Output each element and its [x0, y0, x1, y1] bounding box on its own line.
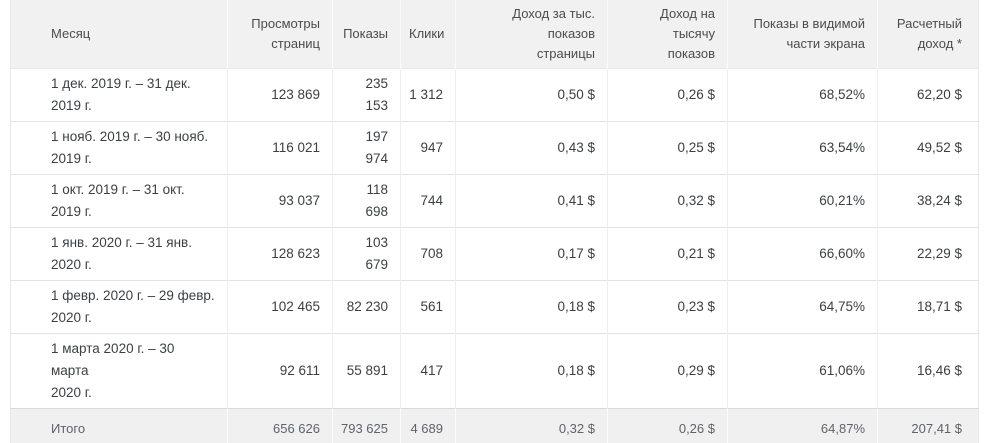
table-footer: Итого 656 626 793 625 4 689 0,32 $ 0,26 … [10, 408, 979, 443]
cell-impressions: 118 698 [332, 174, 401, 228]
table-row: 1 янв. 2020 г. – 31 янв. 2020 г. 128 623… [10, 227, 979, 281]
cell-month: 1 янв. 2020 г. – 31 янв. 2020 г. [10, 227, 228, 281]
header-row: Месяц Просмотры страниц Показы Клики Дох… [10, 0, 979, 69]
cell-month: 1 дек. 2019 г. – 31 дек. 2019 г. [10, 68, 228, 122]
cell-page-rpm: 0,41 $ [455, 174, 608, 228]
cell-estimated-earnings: 49,52 $ [877, 121, 979, 175]
cell-page-rpm: 0,50 $ [455, 68, 608, 122]
column-header-estimated-earnings[interactable]: Расчетный доход * [877, 0, 979, 69]
cell-clicks: 1 312 [400, 68, 456, 122]
table-row: 1 марта 2020 г. – 30 марта 2020 г. 92 61… [10, 333, 979, 409]
cell-clicks: 417 [400, 333, 456, 409]
cell-impression-rpm: 0,29 $ [607, 333, 728, 409]
column-header-month[interactable]: Месяц [10, 0, 228, 69]
report-table: Месяц Просмотры страниц Показы Клики Дох… [10, 0, 979, 443]
cell-month: 1 окт. 2019 г. – 31 окт. 2019 г. [10, 174, 228, 228]
column-header-page-rpm[interactable]: Доход за тыс. показов страницы [455, 0, 608, 69]
column-header-viewability[interactable]: Показы в видимой части экрана [727, 0, 878, 69]
table-row: 1 окт. 2019 г. – 31 окт. 2019 г. 93 037 … [10, 174, 979, 228]
cell-page-views: 116 021 [227, 121, 333, 175]
cell-impressions: 55 891 [332, 333, 401, 409]
cell-impression-rpm: 0,25 $ [607, 121, 728, 175]
cell-estimated-earnings: 18,71 $ [877, 280, 979, 334]
totals-row: Итого 656 626 793 625 4 689 0,32 $ 0,26 … [10, 408, 979, 443]
totals-page-views: 656 626 [227, 408, 333, 443]
cell-impression-rpm: 0,26 $ [607, 68, 728, 122]
cell-viewability: 60,21% [727, 174, 878, 228]
cell-viewability: 66,60% [727, 227, 878, 281]
table-row: 1 февр. 2020 г. – 29 февр. 2020 г. 102 4… [10, 280, 979, 334]
cell-viewability: 63,54% [727, 121, 878, 175]
cell-impressions: 235 153 [332, 68, 401, 122]
cell-page-rpm: 0,17 $ [455, 227, 608, 281]
table-row: 1 дек. 2019 г. – 31 дек. 2019 г. 123 869… [10, 68, 979, 122]
cell-clicks: 708 [400, 227, 456, 281]
cell-impression-rpm: 0,32 $ [607, 174, 728, 228]
cell-impressions: 103 679 [332, 227, 401, 281]
cell-page-views: 123 869 [227, 68, 333, 122]
cell-page-views: 92 611 [227, 333, 333, 409]
cell-estimated-earnings: 22,29 $ [877, 227, 979, 281]
cell-page-views: 93 037 [227, 174, 333, 228]
cell-viewability: 68,52% [727, 68, 878, 122]
cell-page-rpm: 0,18 $ [455, 333, 608, 409]
totals-estimated-earnings: 207,41 $ [877, 408, 979, 443]
cell-clicks: 561 [400, 280, 456, 334]
cell-estimated-earnings: 16,46 $ [877, 333, 979, 409]
cell-clicks: 947 [400, 121, 456, 175]
column-header-clicks[interactable]: Клики [400, 0, 456, 69]
cell-impressions: 197 974 [332, 121, 401, 175]
cell-month: 1 марта 2020 г. – 30 марта 2020 г. [10, 333, 228, 409]
cell-month: 1 нояб. 2019 г. – 30 нояб. 2019 г. [10, 121, 228, 175]
cell-clicks: 744 [400, 174, 456, 228]
column-header-impression-rpm[interactable]: Доход на тысячу показов [607, 0, 728, 69]
cell-impressions: 82 230 [332, 280, 401, 334]
cell-estimated-earnings: 62,20 $ [877, 68, 979, 122]
cell-page-rpm: 0,43 $ [455, 121, 608, 175]
column-header-page-views[interactable]: Просмотры страниц [227, 0, 333, 69]
totals-clicks: 4 689 [400, 408, 456, 443]
cell-page-views: 102 465 [227, 280, 333, 334]
cell-month: 1 февр. 2020 г. – 29 февр. 2020 г. [10, 280, 228, 334]
cell-viewability: 61,06% [727, 333, 878, 409]
cell-estimated-earnings: 38,24 $ [877, 174, 979, 228]
table-body: 1 дек. 2019 г. – 31 дек. 2019 г. 123 869… [10, 68, 979, 409]
totals-impression-rpm: 0,26 $ [607, 408, 728, 443]
totals-impressions: 793 625 [332, 408, 401, 443]
cell-page-rpm: 0,18 $ [455, 280, 608, 334]
cell-impression-rpm: 0,23 $ [607, 280, 728, 334]
totals-label: Итого [10, 408, 228, 443]
totals-viewability: 64,87% [727, 408, 878, 443]
totals-page-rpm: 0,32 $ [455, 408, 608, 443]
cell-page-views: 128 623 [227, 227, 333, 281]
cell-viewability: 64,75% [727, 280, 878, 334]
column-header-impressions[interactable]: Показы [332, 0, 401, 69]
cell-impression-rpm: 0,21 $ [607, 227, 728, 281]
table-row: 1 нояб. 2019 г. – 30 нояб. 2019 г. 116 0… [10, 121, 979, 175]
table-header: Месяц Просмотры страниц Показы Клики Дох… [10, 0, 979, 69]
